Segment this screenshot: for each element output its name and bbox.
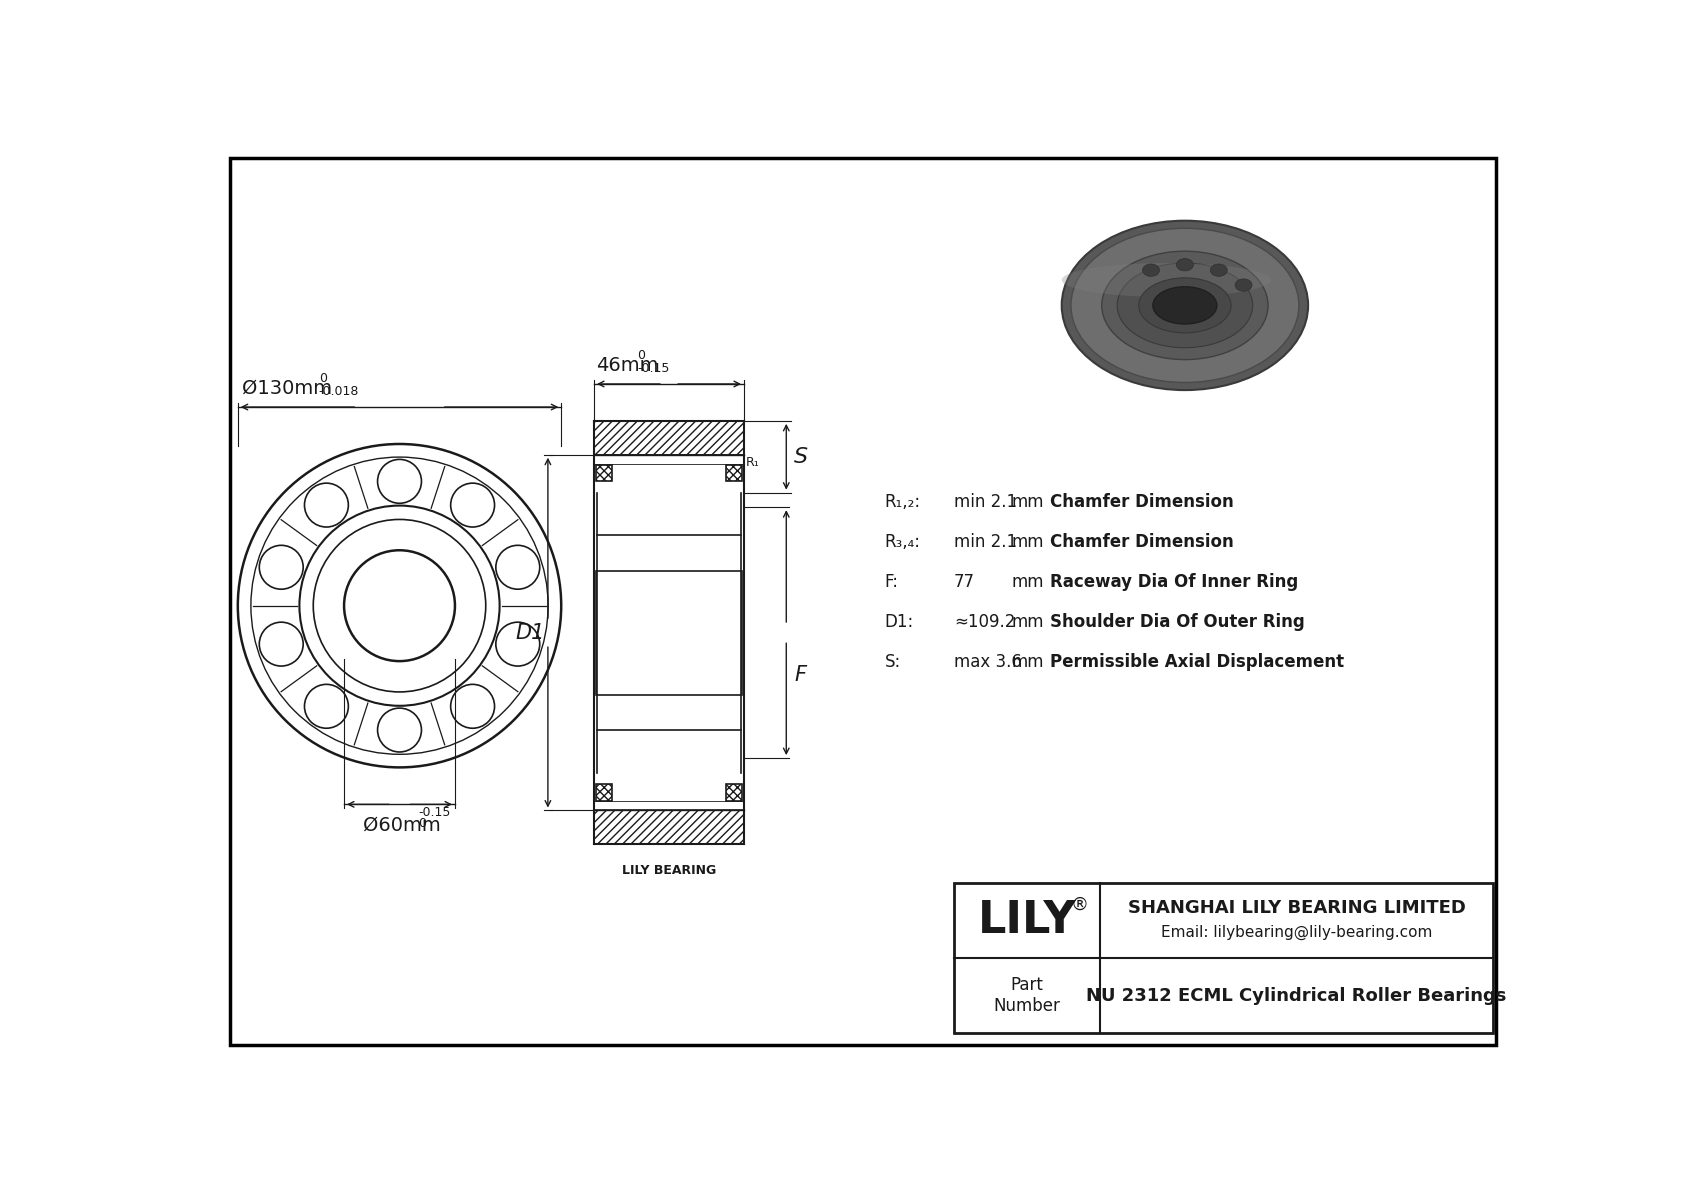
Text: Chamfer Dimension: Chamfer Dimension [1051,532,1234,550]
Text: ≈109.2: ≈109.2 [953,613,1015,631]
Text: S: S [793,447,808,467]
Bar [594,811,744,844]
Bar [594,420,744,455]
Text: SHANGHAI LILY BEARING LIMITED: SHANGHAI LILY BEARING LIMITED [1128,899,1465,917]
Text: R₂: R₂ [724,441,738,454]
Bar [596,785,611,800]
Text: 0: 0 [418,817,426,830]
Text: S:: S: [884,653,901,671]
Text: R₁,₂:: R₁,₂: [884,493,921,511]
Text: Permissible Axial Displacement: Permissible Axial Displacement [1051,653,1344,671]
Text: F: F [793,665,807,685]
Ellipse shape [1061,263,1271,297]
Bar [596,570,743,694]
Text: -0.018: -0.018 [318,385,359,398]
Text: LILY BEARING: LILY BEARING [621,863,716,877]
Ellipse shape [1061,220,1308,391]
Bar [598,493,741,507]
Text: Part
Number: Part Number [994,977,1061,1015]
Text: mm: mm [1012,493,1044,511]
Text: R₁: R₁ [746,456,759,469]
Text: 46mm: 46mm [596,356,658,375]
Bar [726,785,743,800]
Text: Shoulder Dia Of Outer Ring: Shoulder Dia Of Outer Ring [1051,613,1305,631]
Bar [596,464,611,481]
Text: mm: mm [1012,573,1044,591]
Text: -0.15: -0.15 [637,362,670,375]
Text: 0: 0 [637,349,645,362]
Ellipse shape [1101,251,1268,360]
Text: min 2.1: min 2.1 [953,493,1017,511]
Text: mm: mm [1012,653,1044,671]
Bar [594,455,744,464]
Text: Ø60mm: Ø60mm [362,815,440,834]
Text: max 3.6: max 3.6 [953,653,1022,671]
Bar [594,464,744,800]
Text: R₃,₄:: R₃,₄: [884,532,921,550]
Text: Ø130mm: Ø130mm [242,379,332,398]
Ellipse shape [1234,279,1253,292]
Ellipse shape [1177,258,1194,270]
Text: Email: lilybearing@lily-bearing.com: Email: lilybearing@lily-bearing.com [1160,925,1433,941]
Ellipse shape [1138,278,1231,333]
Text: D1:: D1: [884,613,914,631]
Text: LILY: LILY [978,899,1076,942]
Ellipse shape [1211,264,1228,276]
Text: D1: D1 [515,623,546,643]
Bar [598,507,741,535]
Bar [598,730,741,757]
Bar [726,464,743,481]
Text: -0.15: -0.15 [418,806,450,819]
Ellipse shape [1154,287,1218,324]
Text: 0: 0 [318,373,327,386]
Text: R₃: R₃ [596,492,610,505]
Bar [598,757,741,773]
Text: F:: F: [884,573,899,591]
Bar [594,800,744,811]
Text: min 2.1: min 2.1 [953,532,1017,550]
Ellipse shape [1116,263,1253,348]
Text: 77: 77 [953,573,975,591]
Text: ®: ® [1071,896,1090,913]
Ellipse shape [1142,264,1160,276]
Text: NU 2312 ECML Cylindrical Roller Bearings: NU 2312 ECML Cylindrical Roller Bearings [1086,986,1507,1004]
Ellipse shape [1071,229,1298,382]
Text: R₄: R₄ [596,505,610,518]
Text: Raceway Dia Of Inner Ring: Raceway Dia Of Inner Ring [1051,573,1298,591]
Text: Chamfer Dimension: Chamfer Dimension [1051,493,1234,511]
Text: mm: mm [1012,532,1044,550]
Text: mm: mm [1012,613,1044,631]
Bar [953,883,1494,1033]
